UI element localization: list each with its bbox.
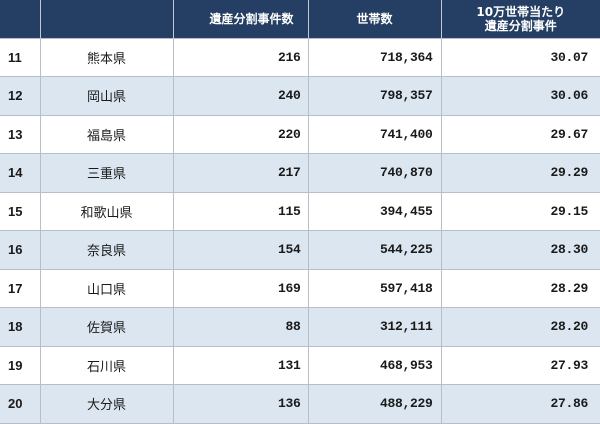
cases-cell: 220: [172, 114, 309, 154]
header-rank: [0, 0, 41, 38]
table-row: 16 奈良県 154 544,225 28.30: [0, 230, 600, 270]
households-cell: 488,229: [307, 384, 442, 424]
cases-cell: 217: [172, 153, 309, 193]
rate-cell: 28.29: [440, 268, 600, 308]
cases-cell: 136: [172, 384, 309, 424]
header-rate-line2: 遺産分割事件: [484, 18, 557, 33]
header-rate: 10万世帯当たり 遺産分割事件: [440, 0, 600, 38]
prefecture-cell: 石川県: [39, 345, 174, 385]
rate-cell: 29.29: [440, 153, 600, 193]
rank-cell: 19: [0, 345, 41, 385]
rank-cell: 16: [0, 230, 41, 270]
rate-cell: 27.86: [440, 384, 600, 424]
households-cell: 544,225: [307, 230, 442, 270]
cases-cell: 169: [172, 268, 309, 308]
rate-cell: 30.07: [440, 37, 600, 77]
cases-cell: 115: [172, 191, 309, 231]
table-row: 13 福島県 220 741,400 29.67: [0, 114, 600, 154]
prefecture-cell: 岡山県: [39, 76, 174, 116]
header-rate-line1: 10万世帯当たり: [476, 4, 566, 19]
households-cell: 394,455: [307, 191, 442, 231]
table-row: 11 熊本県 216 718,364 30.07: [0, 37, 600, 77]
rank-cell: 12: [0, 76, 41, 116]
header-cases: 遺産分割事件数: [172, 0, 309, 38]
rate-cell: 28.30: [440, 230, 600, 270]
rank-cell: 18: [0, 307, 41, 347]
prefecture-cell: 奈良県: [39, 230, 174, 270]
rate-cell: 29.67: [440, 114, 600, 154]
table-row: 19 石川県 131 468,953 27.93: [0, 345, 600, 385]
table-row: 12 岡山県 240 798,357 30.06: [0, 76, 600, 116]
rank-cell: 17: [0, 268, 41, 308]
rank-cell: 15: [0, 191, 41, 231]
households-cell: 798,357: [307, 76, 442, 116]
header-row: 遺産分割事件数 世帯数 10万世帯当たり 遺産分割事件: [0, 0, 600, 38]
rate-cell: 30.06: [440, 76, 600, 116]
rank-cell: 13: [0, 114, 41, 154]
households-cell: 468,953: [307, 345, 442, 385]
prefecture-cell: 大分県: [39, 384, 174, 424]
households-cell: 718,364: [307, 37, 442, 77]
cases-cell: 154: [172, 230, 309, 270]
rank-cell: 14: [0, 153, 41, 193]
prefecture-cell: 福島県: [39, 114, 174, 154]
rank-cell: 20: [0, 384, 41, 424]
households-cell: 740,870: [307, 153, 442, 193]
header-prefecture: [39, 0, 174, 38]
rate-cell: 28.20: [440, 307, 600, 347]
households-cell: 741,400: [307, 114, 442, 154]
households-cell: 312,111: [307, 307, 442, 347]
table-row: 18 佐賀県 88 312,111 28.20: [0, 307, 600, 347]
prefecture-cell: 佐賀県: [39, 307, 174, 347]
rate-cell: 29.15: [440, 191, 600, 231]
cases-cell: 131: [172, 345, 309, 385]
households-cell: 597,418: [307, 268, 442, 308]
cases-cell: 88: [172, 307, 309, 347]
prefecture-cell: 山口県: [39, 268, 174, 308]
table-row: 20 大分県 136 488,229 27.86: [0, 384, 600, 424]
table-row: 17 山口県 169 597,418 28.29: [0, 268, 600, 308]
cases-cell: 216: [172, 37, 309, 77]
table-row: 14 三重県 217 740,870 29.29: [0, 153, 600, 193]
header-households: 世帯数: [307, 0, 442, 38]
prefecture-cell: 三重県: [39, 153, 174, 193]
prefecture-cell: 熊本県: [39, 37, 174, 77]
prefecture-cell: 和歌山県: [39, 191, 174, 231]
table-row: 15 和歌山県 115 394,455 29.15: [0, 191, 600, 231]
cases-cell: 240: [172, 76, 309, 116]
rate-cell: 27.93: [440, 345, 600, 385]
rank-cell: 11: [0, 37, 41, 77]
